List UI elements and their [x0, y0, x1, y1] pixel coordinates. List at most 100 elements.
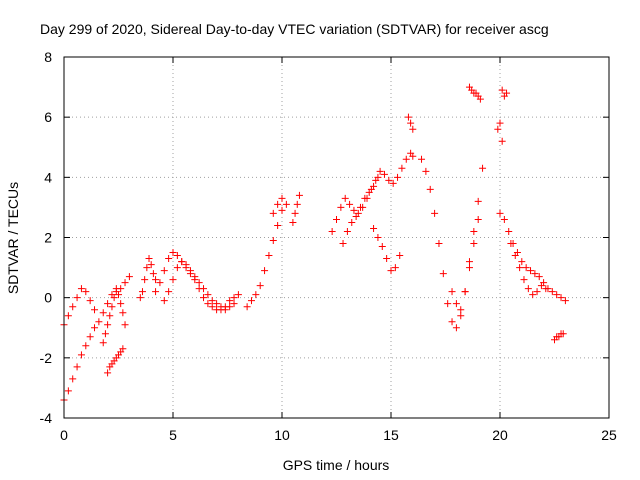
data-point: [173, 252, 181, 260]
data-point: [422, 167, 430, 175]
data-point: [396, 252, 404, 260]
data-point: [136, 294, 144, 302]
data-point: [409, 152, 417, 160]
data-point: [553, 291, 561, 299]
data-point: [426, 185, 434, 193]
data-point: [252, 291, 260, 299]
data-point: [165, 288, 173, 296]
data-point: [165, 255, 173, 263]
data-point: [173, 264, 181, 272]
data-point: [86, 297, 94, 305]
data-point: [64, 312, 72, 320]
data-point: [496, 209, 504, 217]
data-point: [522, 264, 530, 272]
data-point: [418, 155, 426, 163]
data-point: [265, 252, 273, 260]
data-point: [204, 291, 212, 299]
data-point: [226, 297, 234, 305]
data-point: [95, 318, 103, 326]
data-point: [208, 297, 216, 305]
data-point: [82, 342, 90, 350]
series-track-g: [160, 258, 238, 314]
data-point: [559, 330, 567, 338]
data-point: [243, 303, 251, 311]
data-point: [293, 200, 301, 208]
data-point: [431, 209, 439, 217]
data-point: [108, 303, 116, 311]
data-point: [524, 285, 532, 293]
data-point: [398, 164, 406, 172]
data-point: [69, 375, 77, 383]
data-point: [505, 227, 513, 235]
data-point: [474, 197, 482, 205]
data-point: [350, 206, 358, 214]
data-point: [152, 288, 160, 296]
x-axis-label: GPS time / hours: [283, 457, 390, 473]
data-point: [256, 282, 264, 290]
data-point: [557, 294, 565, 302]
data-point: [274, 200, 282, 208]
data-point: [444, 300, 452, 308]
series-track-s: [498, 86, 511, 100]
series-track-j: [289, 191, 303, 226]
series-track-i: [269, 194, 290, 217]
data-point: [333, 215, 340, 223]
data-point: [106, 312, 114, 320]
series-track-n: [404, 113, 417, 133]
series-track-e: [136, 255, 160, 302]
x-tick-label: 5: [169, 427, 177, 443]
data-point: [234, 291, 242, 299]
data-point: [518, 258, 526, 266]
data-point: [479, 164, 487, 172]
data-point: [147, 261, 155, 269]
data-point: [141, 276, 149, 284]
data-point: [269, 209, 277, 217]
data-point: [230, 300, 238, 308]
series-track-b: [60, 285, 99, 329]
data-point: [169, 249, 177, 257]
data-point: [435, 240, 443, 248]
data-point: [370, 182, 378, 190]
data-point: [112, 285, 120, 293]
x-tick-label: 0: [60, 427, 68, 443]
series-track-d: [104, 345, 127, 377]
data-point: [160, 267, 168, 275]
series-track-h: [243, 206, 286, 311]
data-point: [156, 279, 164, 287]
data-point: [374, 173, 382, 181]
data-point: [352, 212, 360, 220]
data-point: [474, 215, 482, 223]
data-point: [143, 264, 151, 272]
data-point: [121, 279, 129, 287]
data-point: [217, 303, 225, 311]
data-markers: [60, 83, 569, 404]
data-point: [346, 200, 354, 208]
data-point: [404, 113, 412, 121]
series-track-l: [339, 173, 382, 248]
data-point: [537, 282, 545, 290]
data-point: [99, 309, 107, 317]
data-point: [182, 261, 190, 269]
data-point: [119, 309, 127, 317]
data-point: [516, 264, 524, 272]
data-point: [448, 288, 456, 296]
data-point: [535, 273, 543, 281]
data-point: [91, 306, 99, 314]
data-point: [341, 194, 349, 202]
series-track-v: [551, 330, 567, 344]
data-point: [213, 300, 221, 308]
y-tick-label: 8: [44, 49, 52, 65]
data-point: [500, 215, 508, 223]
data-point: [278, 206, 286, 214]
data-point: [465, 258, 473, 266]
data-point: [204, 300, 212, 308]
data-point: [529, 291, 537, 299]
data-point: [402, 155, 410, 163]
data-point: [520, 276, 528, 284]
data-point: [378, 243, 386, 251]
data-point: [457, 306, 465, 314]
data-point: [125, 273, 133, 281]
data-point: [110, 294, 118, 302]
data-point: [115, 291, 122, 299]
